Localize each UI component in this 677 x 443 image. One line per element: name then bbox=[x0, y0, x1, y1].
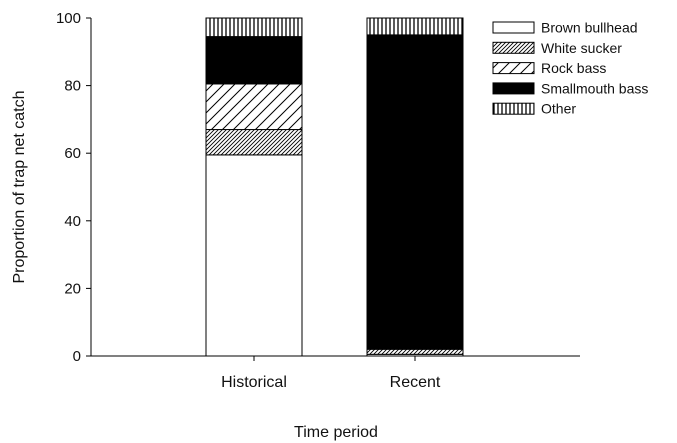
legend-swatch-brown-bullhead bbox=[492, 21, 535, 34]
bar-segment-recent-smallmouth-bass bbox=[366, 34, 464, 350]
legend-label: Rock bass bbox=[541, 60, 606, 76]
bar-segment-historical-white-sucker bbox=[205, 129, 303, 156]
x-tick-label-historical: Historical bbox=[221, 374, 287, 391]
legend-label: Smallmouth bass bbox=[541, 80, 648, 96]
y-tick-label: 0 bbox=[73, 348, 81, 365]
legend-swatch-smallmouth-bass bbox=[492, 82, 535, 95]
x-tick-label-recent: Recent bbox=[390, 374, 441, 391]
bar-segment-historical-brown-bullhead bbox=[205, 154, 303, 357]
y-tick-label: 100 bbox=[56, 10, 81, 27]
bar-segment-historical-smallmouth-bass bbox=[205, 36, 303, 85]
legend-swatch-other bbox=[492, 102, 535, 115]
bar-segment-historical-rock-bass bbox=[205, 83, 303, 131]
legend-label: White sucker bbox=[541, 40, 622, 56]
y-tick-label: 20 bbox=[64, 280, 81, 297]
bar-segment-recent-white-sucker bbox=[366, 348, 464, 355]
legend-swatch-rock-bass bbox=[492, 62, 535, 75]
legend-label: Brown bullhead bbox=[541, 20, 638, 36]
bar-segment-recent-other bbox=[366, 17, 464, 36]
y-tick-label: 40 bbox=[64, 213, 81, 230]
y-axis-title: Proportion of trap net catch bbox=[11, 91, 28, 284]
y-tick-label: 60 bbox=[64, 145, 81, 162]
legend-label: Other bbox=[541, 101, 576, 117]
bar-segment-historical-other bbox=[205, 17, 303, 38]
legend: Brown bullhead White sucker Rock bass Small… bbox=[492, 20, 648, 117]
legend-swatch-white-sucker bbox=[492, 41, 535, 54]
y-tick-label: 80 bbox=[64, 78, 81, 95]
x-axis-title: Time period bbox=[294, 424, 378, 441]
